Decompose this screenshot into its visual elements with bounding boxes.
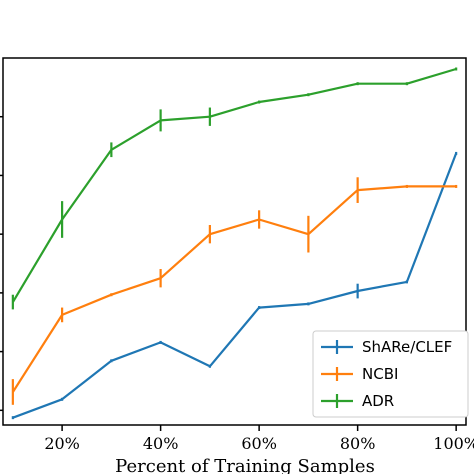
x-axis: 20% 40% 60% 80% 100% bbox=[44, 425, 474, 453]
x-tick-label-20: 20% bbox=[44, 434, 80, 453]
legend-item-share-clef: ShARe/CLEF bbox=[321, 338, 452, 356]
x-axis-title: Percent of Training Samples bbox=[115, 456, 375, 474]
plot-area bbox=[2, 57, 467, 426]
x-tick-label-80: 80% bbox=[340, 434, 376, 453]
x-tick-label-100: 100% bbox=[433, 434, 474, 453]
legend-item-ncbi: NCBI bbox=[321, 365, 398, 383]
legend-label-adr: ADR bbox=[362, 392, 394, 410]
y-axis-ticks bbox=[0, 115, 3, 412]
series-line-share-clef bbox=[12, 153, 458, 419]
legend-label-share-clef: ShARe/CLEF bbox=[362, 338, 452, 356]
series-adr bbox=[11, 67, 458, 310]
series-layer bbox=[11, 67, 458, 420]
x-tick-label-60: 60% bbox=[241, 434, 277, 453]
plot-frame bbox=[2, 57, 467, 426]
series-share-clef bbox=[11, 151, 458, 420]
legend: ShARe/CLEF NCBI ADR bbox=[312, 330, 469, 418]
x-tick-label-40: 40% bbox=[143, 434, 179, 453]
legend-item-adr: ADR bbox=[321, 392, 394, 410]
series-ncbi bbox=[11, 177, 458, 405]
series-line-adr bbox=[11, 67, 457, 303]
legend-label-ncbi: NCBI bbox=[362, 365, 398, 383]
series-line-ncbi bbox=[11, 185, 457, 393]
legend-box bbox=[312, 330, 469, 418]
